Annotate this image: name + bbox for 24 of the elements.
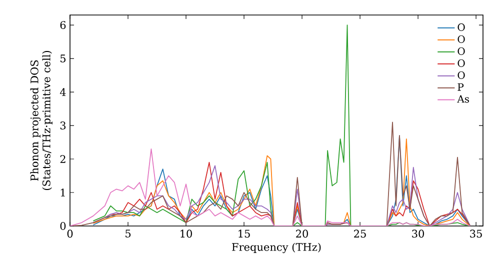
y-tick-label: 4	[60, 88, 66, 96]
legend-label: O	[458, 59, 465, 67]
y-tick-label: 1	[60, 188, 65, 196]
y-tick-label: 5	[60, 54, 66, 62]
legend-label: P	[458, 83, 464, 91]
legend-label: O	[458, 35, 465, 43]
x-tick-label: 15	[238, 230, 250, 238]
y-tick-label: 6	[60, 21, 66, 30]
y-tick-label: 0	[60, 222, 66, 230]
x-tick-label: 0	[67, 230, 73, 238]
x-tick-label: 35	[470, 230, 482, 238]
x-tick-label: 20	[296, 230, 308, 238]
legend-label: O	[458, 47, 465, 55]
y-tick-label: 3	[60, 122, 66, 130]
legend-label: O	[458, 23, 465, 31]
x-tick-label: 25	[354, 230, 366, 238]
x-axis-title: Frequency (THz)	[232, 242, 321, 254]
y-tick-label: 2	[60, 155, 66, 163]
x-tick-label: 10	[180, 230, 192, 238]
legend-label: As	[457, 95, 470, 103]
legend-label: O	[458, 71, 465, 79]
y-axis-title: Phonon projected DOS (States/THz·primitive cell)	[30, 50, 52, 190]
x-tick-label: 5	[126, 230, 131, 238]
x-tick-label: 30	[412, 230, 424, 238]
